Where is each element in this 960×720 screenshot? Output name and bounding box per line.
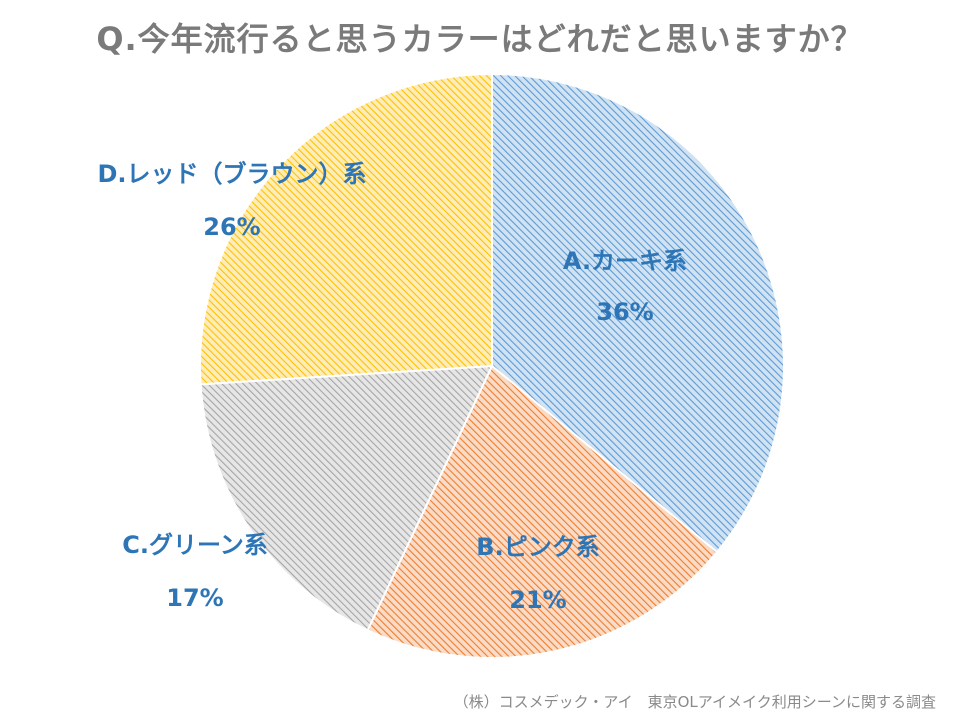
source-note: （株）コスメデック・アイ 東京OLアイメイク利用シーンに関する調査 [453,693,936,711]
slice-label-d: D.レッド（ブラウン）系 [97,160,366,188]
pie-slice-b [366,364,719,659]
pie-slice-d [199,72,493,386]
slice-percent-a: 36% [596,298,653,326]
slice-label-b: B.ピンク系 [476,533,599,561]
slice-label-c: C.グリーン系 [122,531,268,559]
slice-percent-c: 17% [166,584,223,612]
chart-title: Q.今年流行ると思うカラーはどれだと思いますか？ [96,20,864,58]
slice-percent-b: 21% [509,586,566,614]
slice-percent-d: 26% [203,213,260,241]
pie-slice-a [491,72,785,554]
slice-label-a: A.カーキ系 [563,247,687,275]
pie-slice-c [199,364,494,632]
